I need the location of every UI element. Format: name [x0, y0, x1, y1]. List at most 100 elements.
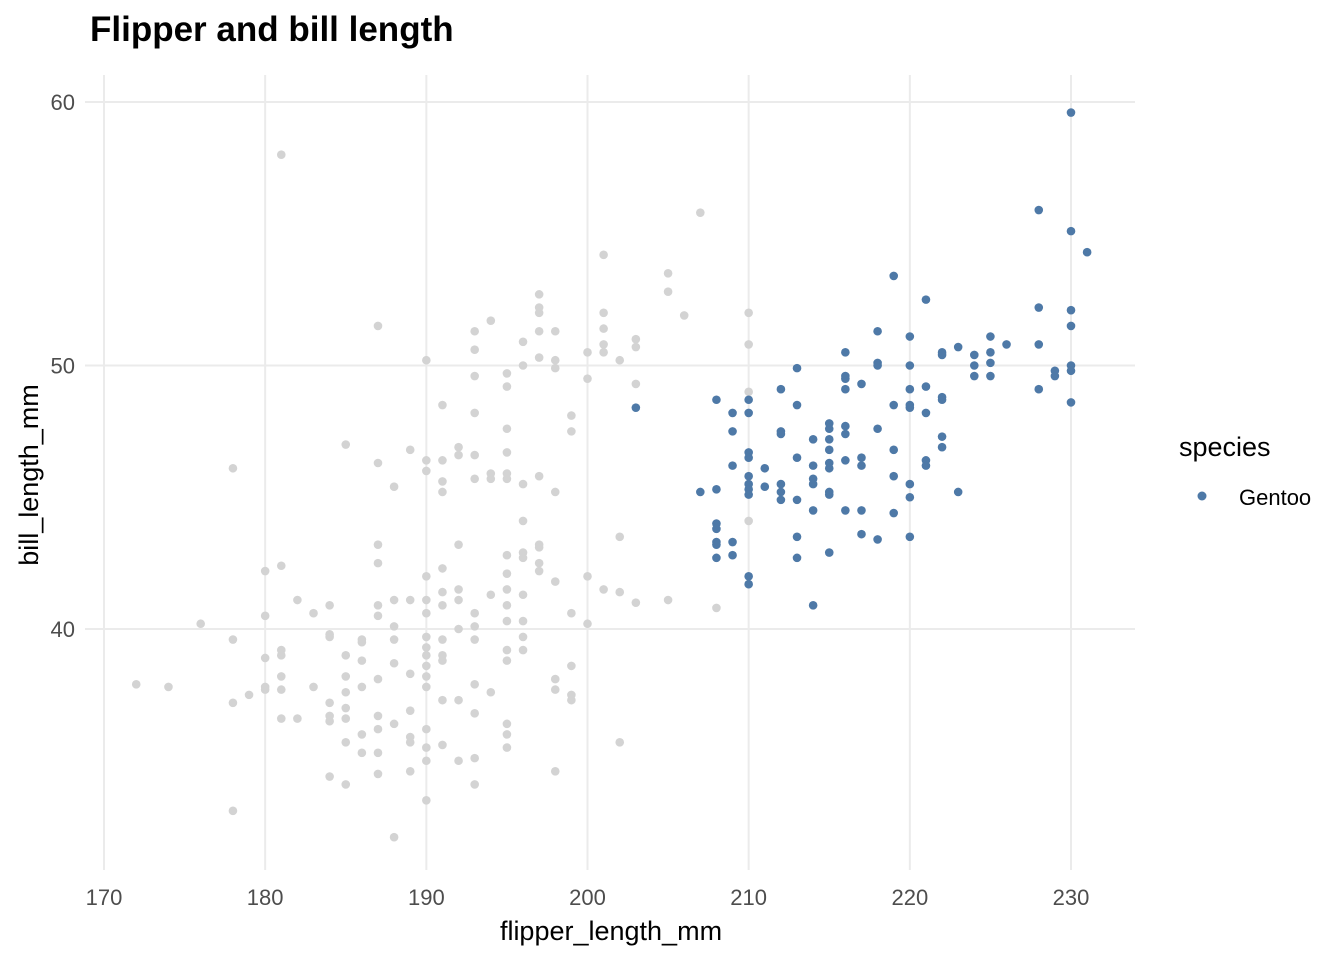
background-point [502, 474, 512, 484]
background-point [325, 632, 334, 642]
gentoo-point [776, 479, 786, 489]
background-point [534, 326, 544, 336]
gentoo-point [905, 384, 915, 394]
background-point [631, 334, 641, 344]
background-point [422, 795, 431, 805]
background-point [438, 695, 447, 705]
background-point [470, 474, 479, 484]
gentoo-point [937, 395, 947, 405]
background-point [454, 442, 463, 452]
gentoo-point [1034, 303, 1044, 312]
background-point [244, 690, 254, 700]
background-point [422, 661, 431, 671]
gentoo-point [905, 479, 915, 489]
background-point [502, 585, 512, 594]
gentoo-point [873, 424, 882, 434]
background-point [486, 590, 496, 600]
background-point [422, 456, 431, 465]
legend-label-gentoo: Gentoo [1239, 485, 1311, 510]
gentoo-point [792, 553, 802, 563]
background-point [550, 487, 560, 497]
gentoo-point [712, 540, 721, 549]
background-point [422, 355, 431, 365]
background-point [502, 600, 512, 610]
background-point [744, 308, 753, 318]
gentoo-point [986, 332, 995, 341]
gentoo-point [889, 400, 899, 410]
background-point [454, 585, 463, 594]
background-point [373, 600, 383, 610]
background-point [518, 479, 528, 489]
background-point [550, 355, 560, 365]
x-axis-label: flipper_length_mm [500, 916, 722, 946]
background-point [422, 608, 431, 618]
background-point [422, 743, 431, 752]
gentoo-point [776, 429, 786, 439]
background-point [470, 326, 479, 336]
legend-key-gentoo [1197, 491, 1207, 501]
background-point [422, 756, 431, 766]
gentoo-point [953, 487, 963, 497]
background-point [502, 719, 512, 729]
background-point [422, 682, 431, 692]
gentoo-point [873, 535, 882, 544]
background-point [325, 600, 334, 610]
gentoo-point [937, 432, 947, 441]
gentoo-point [921, 461, 931, 470]
background-point [663, 268, 673, 278]
background-point [422, 651, 431, 660]
background-point [276, 561, 286, 571]
gentoo-point [937, 442, 947, 452]
gentoo-point [792, 495, 802, 505]
background-point [534, 558, 544, 568]
gentoo-point [921, 382, 931, 391]
x-tick-label: 210 [730, 885, 767, 910]
gentoo-point [841, 374, 850, 383]
gentoo-point [1034, 384, 1044, 394]
background-point [599, 324, 608, 333]
background-point [502, 730, 512, 739]
background-point [470, 408, 479, 418]
x-tick-labels: 170 180 190 200 210 220 230 [86, 885, 1090, 910]
background-point [518, 516, 528, 526]
background-point [293, 595, 302, 605]
gentoo-point [728, 550, 737, 560]
background-point [438, 656, 447, 665]
background-point [293, 714, 302, 723]
background-point [341, 687, 351, 697]
gentoo-point [760, 463, 770, 473]
background-point [502, 424, 512, 434]
background-point [599, 308, 608, 318]
gentoo-point [760, 482, 770, 492]
x-tick-label: 190 [408, 885, 445, 910]
gentoo-point [744, 453, 753, 463]
background-point [373, 724, 383, 734]
background-point [567, 695, 576, 705]
background-point [438, 600, 447, 610]
background-point [534, 543, 544, 552]
gentoo-point [728, 427, 737, 436]
gentoo-point [712, 485, 721, 494]
gentoo-point [1066, 108, 1076, 117]
gentoo-point [841, 421, 850, 431]
background-point [373, 611, 383, 621]
background-point [373, 458, 383, 468]
legend-title: species [1179, 432, 1271, 462]
background-point [502, 382, 512, 391]
background-point [422, 572, 431, 581]
gentoo-point [824, 463, 834, 473]
background-point [696, 208, 705, 217]
background-point [615, 532, 625, 542]
gentoo-point [744, 471, 753, 481]
background-point [486, 316, 496, 326]
background-point [389, 658, 399, 668]
gentoo-point [889, 445, 899, 455]
background-point [373, 558, 383, 568]
background-point [631, 379, 641, 389]
background-point [534, 353, 544, 362]
background-point [228, 635, 238, 644]
gentoo-point [873, 326, 882, 336]
background-point [615, 355, 625, 365]
background-point [405, 595, 415, 605]
gentoo-point [889, 471, 899, 481]
